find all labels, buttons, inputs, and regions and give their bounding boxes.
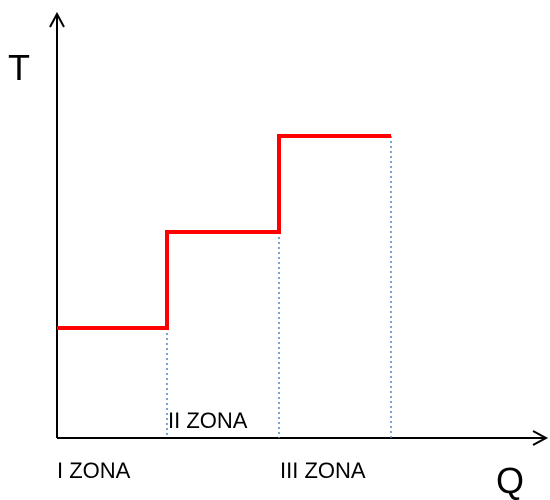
x-axis-arrow bbox=[532, 430, 549, 446]
y-axis-label: T bbox=[8, 47, 30, 88]
zone-label-2: II ZONA bbox=[168, 408, 248, 433]
zone-label-3: III ZONA bbox=[280, 458, 366, 483]
zone-label-1: I ZONA bbox=[57, 458, 131, 483]
zone-guides bbox=[166, 136, 392, 438]
x-axis-label: Q bbox=[496, 460, 524, 500]
step-series-line bbox=[57, 134, 391, 330]
axes bbox=[49, 11, 549, 446]
y-axis-arrow bbox=[49, 11, 65, 28]
